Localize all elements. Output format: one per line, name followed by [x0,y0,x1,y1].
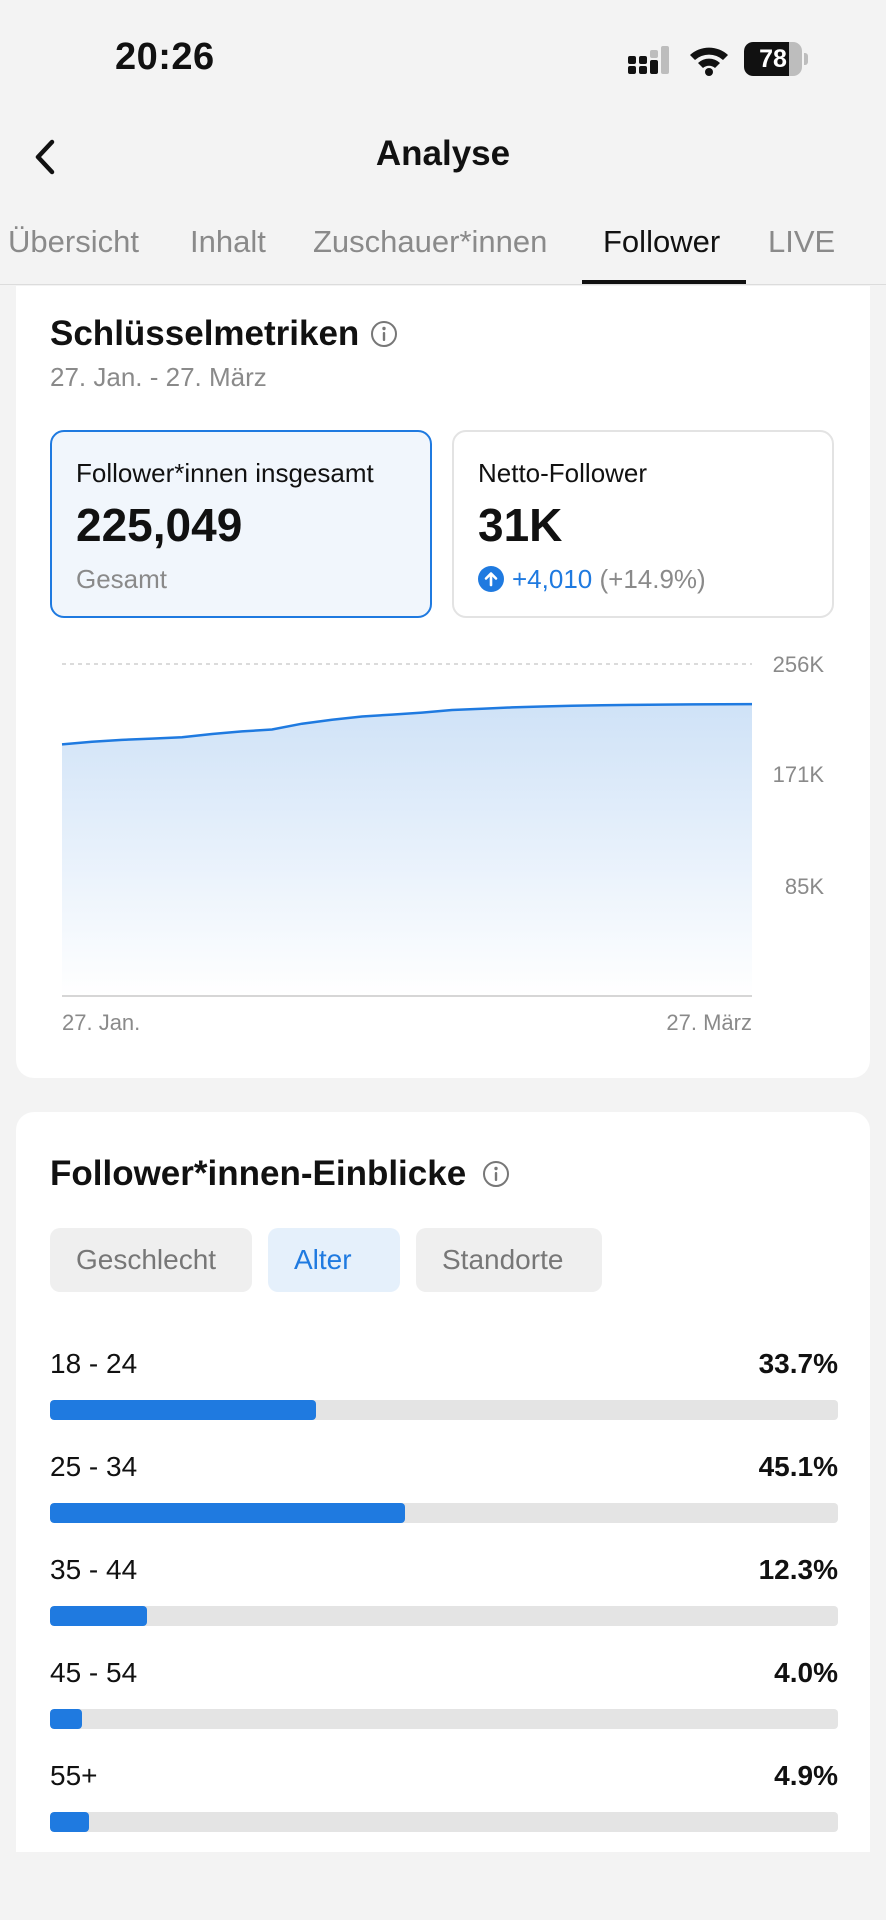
key-metrics-card: Schlüsselmetriken 27. Jan. - 27. März Fo… [16,286,870,1078]
wifi-icon [690,47,728,76]
age-label: 45 - 54 [50,1657,138,1688]
filter-age[interactable]: Alter [268,1228,400,1292]
signal-icon [628,46,669,74]
age-bar-track [50,1503,838,1523]
age-row: 18 - 24 33.7% [50,1348,838,1428]
status-time: 20:26 [115,36,215,78]
age-row: 55+ 4.9% [50,1760,838,1840]
metric-value: 31K [478,499,563,551]
age-bar-fill [50,1812,89,1832]
x-tick-end: 27. März [666,1010,752,1035]
metric-total-followers[interactable]: Follower*innen insgesamt 225,049 Gesamt [50,430,432,618]
delta-percent: (+14.9%) [599,564,706,594]
age-bar-fill [50,1709,82,1729]
tab-viewers[interactable]: Zuschauer*innen [313,224,548,259]
age-row: 45 - 54 4.0% [50,1657,838,1737]
y-tick-label: 256K [773,652,825,677]
filter-locations[interactable]: Standorte [416,1228,602,1292]
info-icon[interactable] [482,1160,510,1188]
metric-label: Follower*innen insgesamt [76,458,374,488]
battery-level: 78 [759,45,787,73]
x-tick-start: 27. Jan. [62,1010,140,1035]
filter-gender[interactable]: Geschlecht [50,1228,252,1292]
date-range: 27. Jan. - 27. März [50,362,267,392]
y-tick-label: 85K [785,874,824,899]
age-bar-track [50,1606,838,1626]
followers-area-chart: 85K 171K 256K 27. Jan. 27. März [61,652,825,1035]
age-label: 18 - 24 [50,1348,138,1379]
age-bar-fill [50,1606,147,1626]
tab-content[interactable]: Inhalt [190,224,266,259]
y-tick-label: 171K [773,762,825,787]
tab-live[interactable]: LIVE [768,224,836,259]
age-percent: 4.0% [774,1657,838,1688]
age-row: 25 - 34 45.1% [50,1451,838,1531]
tab-bar: Übersicht Inhalt Zuschauer*innen Followe… [0,210,886,285]
age-percent: 4.9% [774,1760,838,1791]
chart-line [61,702,753,746]
back-chevron-icon[interactable] [28,132,62,182]
metric-value: 225,049 [76,499,243,551]
status-bar: 20:26 78 [0,0,886,120]
age-bar-track [50,1812,838,1832]
metric-label: Netto-Follower [478,458,648,488]
delta-value: +4,010 [512,564,593,594]
age-label: 55+ [50,1760,98,1791]
metric-sub: Gesamt [76,564,168,594]
age-bar-fill [50,1400,316,1420]
chart-area [62,704,752,996]
age-percent: 12.3% [758,1554,838,1585]
battery-fill [744,42,790,76]
age-percent: 45.1% [758,1451,838,1482]
header: Analyse [0,120,886,194]
arrow-up-circle-icon [478,566,504,592]
tab-follower[interactable]: Follower [603,224,721,259]
age-row: 35 - 44 12.3% [50,1554,838,1634]
battery-icon: 78 [744,42,808,76]
age-label: 25 - 34 [50,1451,138,1482]
metric-delta: +4,010 (+14.9%) [478,564,706,595]
age-bar-fill [50,1503,406,1523]
page-title: Analyse [375,134,511,173]
tab-overview[interactable]: Übersicht [8,224,139,259]
info-icon[interactable] [370,320,398,348]
metric-net-followers[interactable]: Netto-Follower 31K +4,010 (+14.9%) [452,430,834,618]
insights-title: Follower*innen-Einblicke [50,1154,467,1193]
active-tab-indicator [582,280,746,284]
age-bar-track [50,1709,838,1729]
age-bar-track [50,1400,838,1420]
follower-insights-card: Follower*innen-Einblicke Geschlecht Alte… [16,1112,870,1852]
age-percent: 33.7% [758,1348,838,1379]
key-metrics-title: Schlüsselmetriken [50,314,360,353]
age-label: 35 - 44 [50,1554,138,1585]
